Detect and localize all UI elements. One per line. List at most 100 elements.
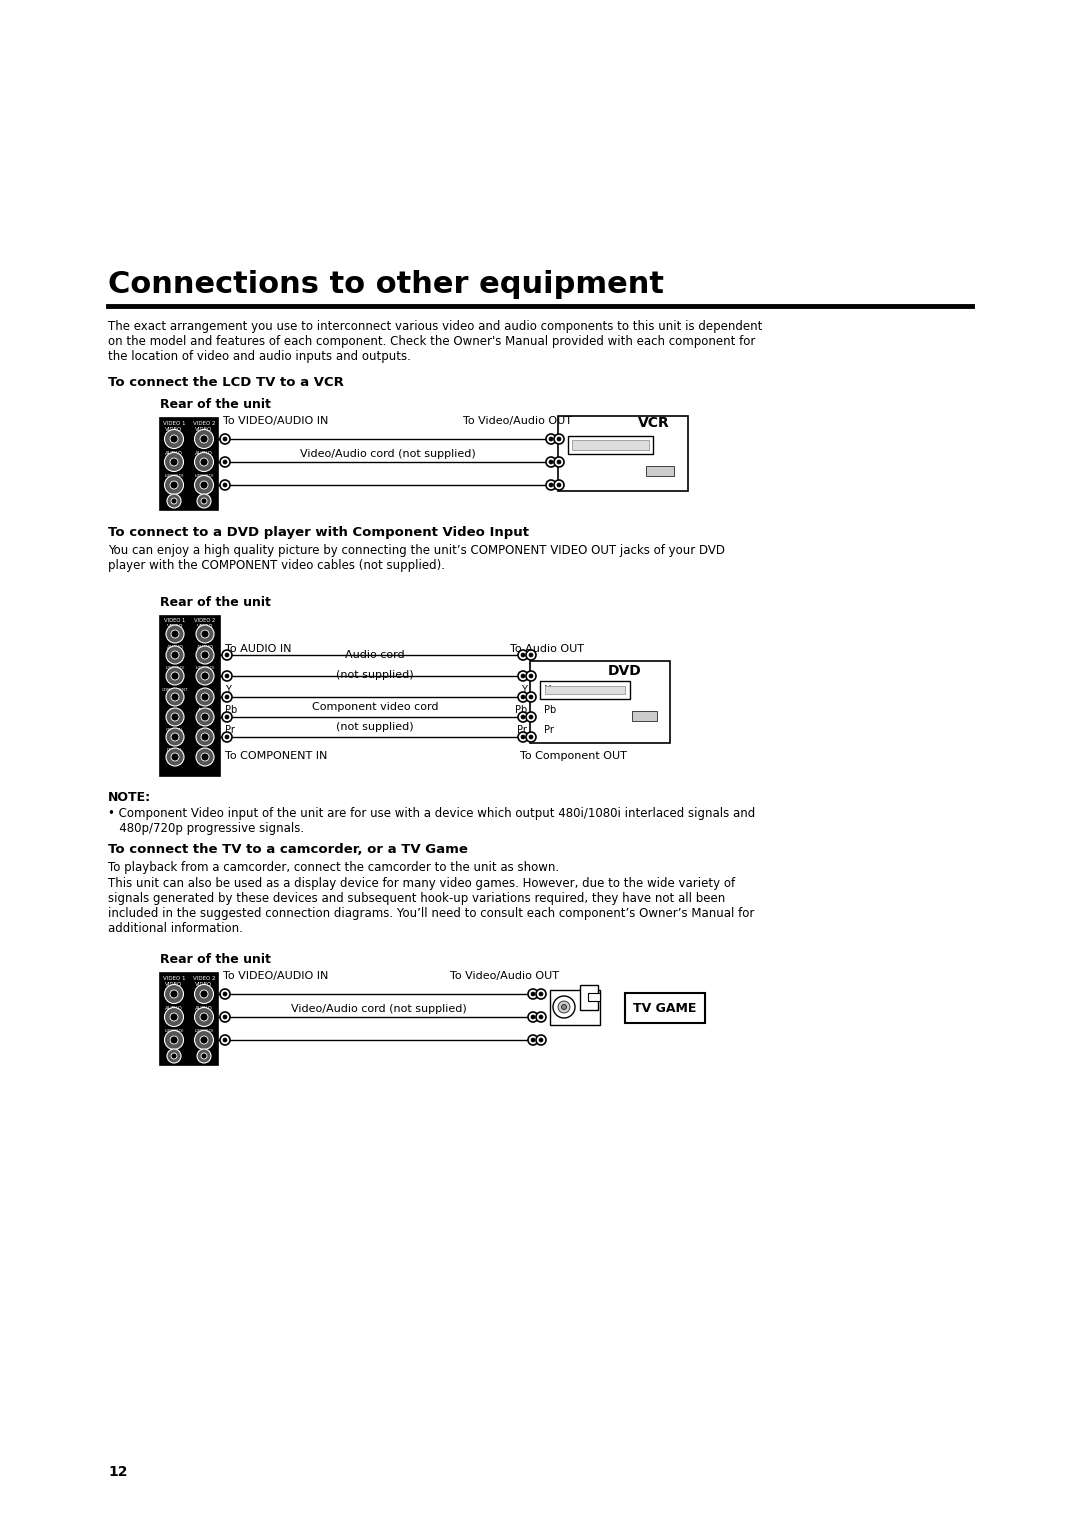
Circle shape — [170, 435, 178, 443]
Text: AUDIO: AUDIO — [195, 450, 213, 457]
Circle shape — [222, 437, 227, 441]
Bar — [625, 993, 705, 1023]
Circle shape — [529, 654, 534, 657]
Circle shape — [194, 1031, 214, 1049]
Circle shape — [194, 985, 214, 1003]
Circle shape — [220, 989, 230, 999]
Circle shape — [197, 495, 211, 508]
Text: To VIDEO/AUDIO IN: To VIDEO/AUDIO IN — [222, 971, 328, 980]
Circle shape — [546, 479, 556, 490]
Bar — [572, 440, 649, 450]
Text: L(MONO): L(MONO) — [164, 1029, 184, 1032]
Text: Y/Pb: Y/Pb — [171, 709, 179, 712]
Text: AUDIO: AUDIO — [165, 450, 183, 457]
Text: COAXIAL: COAXIAL — [166, 728, 184, 731]
Circle shape — [518, 651, 528, 660]
Circle shape — [171, 498, 177, 504]
Circle shape — [549, 437, 553, 441]
Text: AUDIO: AUDIO — [197, 644, 214, 651]
Circle shape — [166, 728, 184, 747]
Circle shape — [222, 483, 227, 487]
Circle shape — [200, 989, 208, 999]
Circle shape — [170, 458, 178, 466]
Circle shape — [557, 437, 561, 441]
Circle shape — [195, 728, 214, 747]
Circle shape — [539, 993, 543, 996]
Bar — [580, 985, 598, 1009]
Text: You can enjoy a high quality picture by connecting the unit’s COMPONENT VIDEO OU: You can enjoy a high quality picture by … — [108, 544, 725, 573]
Circle shape — [201, 733, 210, 741]
Circle shape — [171, 631, 179, 638]
Text: To VIDEO/AUDIO IN: To VIDEO/AUDIO IN — [222, 415, 328, 426]
Circle shape — [201, 693, 210, 701]
Circle shape — [562, 1005, 567, 1009]
Text: To AUDIO IN: To AUDIO IN — [225, 644, 292, 654]
Text: DIGITAL: DIGITAL — [167, 748, 183, 751]
Text: VIDEO 1: VIDEO 1 — [164, 618, 186, 623]
Text: (not supplied): (not supplied) — [336, 722, 414, 731]
Text: Video/Audio cord (not supplied): Video/Audio cord (not supplied) — [292, 1003, 467, 1014]
Text: L(MONO): L(MONO) — [164, 473, 184, 478]
Text: Y: Y — [544, 686, 550, 695]
Circle shape — [166, 667, 184, 686]
Circle shape — [171, 651, 179, 660]
Text: VIDEO: VIDEO — [165, 428, 183, 432]
Circle shape — [171, 753, 179, 760]
Circle shape — [521, 715, 525, 719]
Circle shape — [531, 1038, 535, 1041]
Circle shape — [166, 709, 184, 725]
Circle shape — [194, 1008, 214, 1026]
Circle shape — [539, 1038, 543, 1041]
Circle shape — [197, 1049, 211, 1063]
Text: Pr: Pr — [517, 725, 527, 734]
Circle shape — [201, 498, 207, 504]
Circle shape — [164, 1031, 184, 1049]
Circle shape — [549, 460, 553, 464]
Bar — [530, 661, 670, 744]
Text: Component video cord: Component video cord — [312, 702, 438, 712]
Circle shape — [200, 458, 208, 466]
Text: DVD: DVD — [608, 664, 642, 678]
Circle shape — [518, 670, 528, 681]
Circle shape — [195, 689, 214, 705]
Text: VIDEO: VIDEO — [195, 428, 213, 432]
Circle shape — [554, 457, 564, 467]
Circle shape — [225, 715, 229, 719]
Circle shape — [222, 651, 232, 660]
Circle shape — [170, 481, 178, 489]
Circle shape — [200, 435, 208, 443]
Text: Pb: Pb — [544, 705, 556, 715]
Circle shape — [536, 1035, 546, 1044]
Text: NOTE:: NOTE: — [108, 791, 151, 805]
Circle shape — [554, 479, 564, 490]
Text: L(MONO): L(MONO) — [195, 666, 215, 670]
Bar — [568, 437, 653, 454]
Circle shape — [171, 713, 179, 721]
Circle shape — [529, 734, 534, 739]
Bar — [160, 973, 218, 1064]
Circle shape — [171, 733, 179, 741]
Circle shape — [529, 715, 534, 719]
Circle shape — [220, 479, 230, 490]
Text: VIDEO 1: VIDEO 1 — [163, 421, 186, 426]
Text: This unit can also be used as a display device for many video games. However, du: This unit can also be used as a display … — [108, 876, 754, 935]
Text: Connections to other equipment: Connections to other equipment — [108, 270, 664, 299]
Text: To Audio OUT: To Audio OUT — [510, 644, 584, 654]
Circle shape — [200, 1035, 208, 1044]
Text: VCR: VCR — [638, 415, 670, 431]
Circle shape — [225, 654, 229, 657]
Circle shape — [222, 712, 232, 722]
Circle shape — [171, 672, 179, 680]
Circle shape — [549, 483, 553, 487]
Circle shape — [166, 646, 184, 664]
Text: Rear of the unit: Rear of the unit — [160, 953, 271, 967]
Circle shape — [222, 460, 227, 464]
Circle shape — [201, 713, 210, 721]
Bar — [540, 681, 630, 699]
Text: L(MONO): L(MONO) — [194, 473, 214, 478]
Circle shape — [526, 670, 536, 681]
Circle shape — [222, 670, 232, 681]
Text: AUDIO: AUDIO — [166, 644, 184, 651]
Circle shape — [225, 734, 229, 739]
Circle shape — [526, 712, 536, 722]
